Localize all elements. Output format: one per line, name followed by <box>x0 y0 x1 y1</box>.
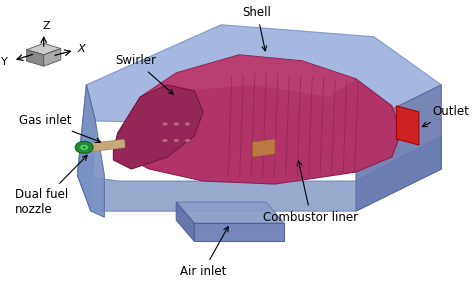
Polygon shape <box>27 50 44 66</box>
Polygon shape <box>113 55 401 184</box>
Text: Air inlet: Air inlet <box>180 227 228 278</box>
Polygon shape <box>77 85 95 211</box>
Text: Gas inlet: Gas inlet <box>19 114 100 143</box>
Polygon shape <box>356 85 441 211</box>
Circle shape <box>184 138 191 143</box>
Polygon shape <box>44 49 61 66</box>
Text: X: X <box>78 44 85 54</box>
Circle shape <box>80 144 89 150</box>
Text: Outlet: Outlet <box>422 105 469 127</box>
Polygon shape <box>113 85 203 169</box>
Circle shape <box>173 138 179 143</box>
Polygon shape <box>253 139 275 157</box>
Circle shape <box>162 122 168 126</box>
Polygon shape <box>77 136 441 211</box>
Polygon shape <box>176 202 194 241</box>
Polygon shape <box>396 106 419 145</box>
Polygon shape <box>86 25 441 127</box>
Circle shape <box>83 146 85 148</box>
Polygon shape <box>176 202 284 223</box>
Circle shape <box>173 122 179 126</box>
Polygon shape <box>194 223 284 241</box>
Polygon shape <box>140 55 356 112</box>
Text: Shell: Shell <box>243 6 272 51</box>
Text: Y: Y <box>1 57 8 67</box>
Text: Combustor liner: Combustor liner <box>264 161 359 224</box>
Circle shape <box>162 138 168 143</box>
Polygon shape <box>77 85 104 217</box>
Polygon shape <box>27 43 61 55</box>
Text: Z: Z <box>42 21 50 31</box>
Circle shape <box>75 141 93 153</box>
Circle shape <box>184 122 191 126</box>
Text: Dual fuel
nozzle: Dual fuel nozzle <box>15 155 87 216</box>
Text: Swirler: Swirler <box>115 54 173 94</box>
